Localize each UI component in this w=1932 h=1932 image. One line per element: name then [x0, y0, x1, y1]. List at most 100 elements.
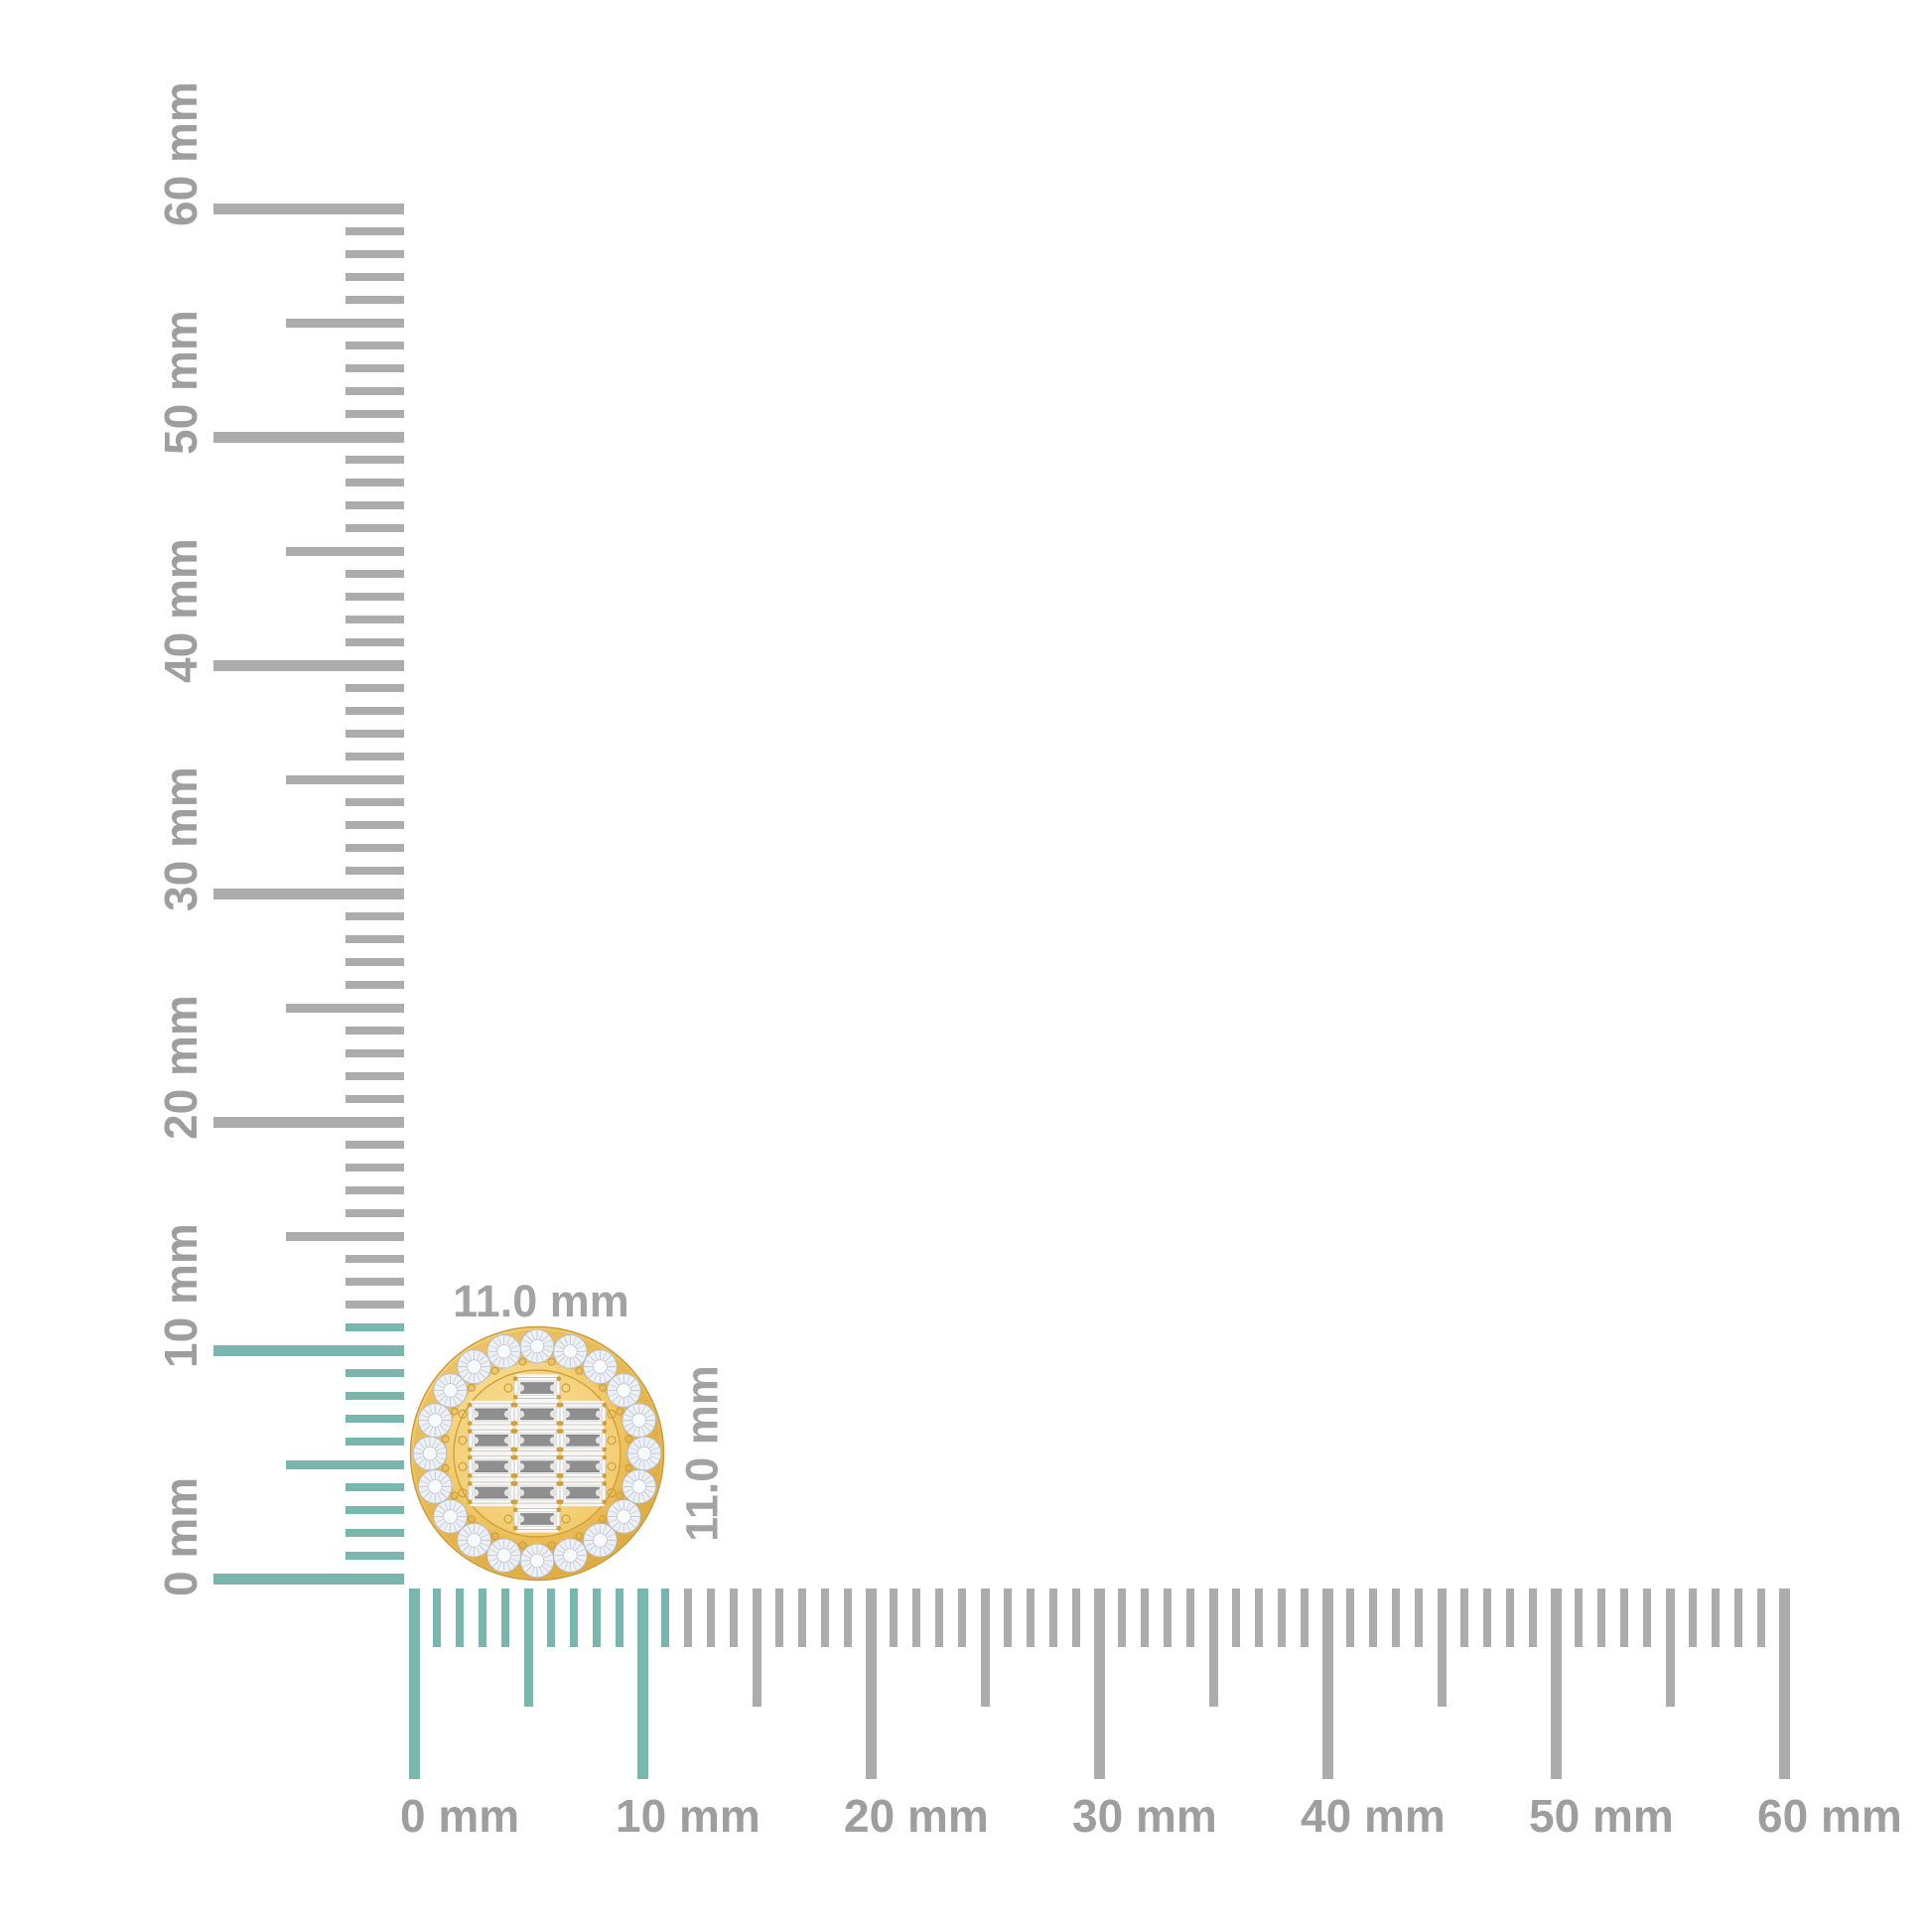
vruler-tick-40mm	[213, 659, 404, 671]
hruler-tick-4mm	[501, 1588, 509, 1647]
vruler-tick-28mm	[345, 935, 404, 943]
hruler-tick-8mm	[593, 1588, 601, 1647]
vruler-tick-17mm	[345, 1186, 404, 1194]
hruler-tick-37mm	[1255, 1588, 1263, 1647]
hruler-tick-11mm	[661, 1588, 669, 1647]
hruler-tick-3mm	[479, 1588, 486, 1647]
vruler-tick-20mm	[213, 1116, 404, 1128]
vruler-tick-56mm	[345, 296, 404, 304]
hruler-tick-39mm	[1301, 1588, 1309, 1647]
vruler-tick-5mm	[286, 1459, 404, 1469]
hruler-tick-12mm	[684, 1588, 692, 1647]
hruler-label-20mm: 20 mm	[844, 1790, 989, 1842]
vruler-tick-54mm	[345, 342, 404, 349]
vruler-tick-18mm	[345, 1164, 404, 1172]
vruler-tick-48mm	[345, 479, 404, 486]
hruler-tick-17mm	[798, 1588, 806, 1647]
hruler-label-60mm: 60 mm	[1757, 1790, 1902, 1842]
hruler-tick-20mm	[865, 1588, 877, 1779]
vruler-tick-30mm	[213, 888, 404, 899]
hruler-tick-34mm	[1186, 1588, 1194, 1647]
vruler-tick-44mm	[345, 570, 404, 578]
vruler-tick-32mm	[345, 844, 404, 852]
vruler-tick-42mm	[345, 616, 404, 623]
vruler-tick-43mm	[345, 593, 404, 601]
hruler-tick-1mm	[433, 1588, 441, 1647]
vruler-label-20mm: 20 mm	[155, 995, 207, 1140]
hruler-label-0mm: 0 mm	[400, 1790, 520, 1842]
vruler-tick-21mm	[345, 1095, 404, 1103]
hruler-tick-35mm	[1208, 1588, 1218, 1707]
hruler-tick-24mm	[958, 1588, 966, 1647]
vruler-tick-6mm	[345, 1438, 404, 1446]
hruler-tick-10mm	[636, 1588, 648, 1779]
hruler-tick-5mm	[523, 1588, 533, 1707]
vruler-tick-2mm	[345, 1529, 404, 1537]
earring-image	[409, 1325, 665, 1582]
hruler-label-10mm: 10 mm	[616, 1790, 760, 1842]
vruler-tick-14mm	[345, 1255, 404, 1263]
hruler-tick-60mm	[1778, 1588, 1790, 1779]
vruler-tick-34mm	[345, 798, 404, 806]
hruler-tick-45mm	[1437, 1588, 1447, 1707]
hruler-tick-7mm	[570, 1588, 578, 1647]
hruler-label-50mm: 50 mm	[1529, 1790, 1674, 1842]
vruler-label-30mm: 30 mm	[155, 766, 207, 911]
vruler-tick-52mm	[345, 387, 404, 395]
hruler-tick-9mm	[616, 1588, 623, 1647]
hruler-tick-26mm	[1004, 1588, 1012, 1647]
vruler-tick-8mm	[345, 1392, 404, 1400]
hruler-tick-25mm	[980, 1588, 990, 1707]
vruler-tick-47mm	[345, 501, 404, 509]
hruler-tick-46mm	[1460, 1588, 1468, 1647]
hruler-tick-0mm	[408, 1588, 420, 1779]
vruler-tick-9mm	[345, 1369, 404, 1377]
vruler-tick-3mm	[345, 1506, 404, 1514]
hruler-tick-14mm	[730, 1588, 738, 1647]
hruler-tick-15mm	[752, 1588, 761, 1707]
hruler-tick-51mm	[1575, 1588, 1583, 1647]
hruler-label-40mm: 40 mm	[1301, 1790, 1446, 1842]
vruler-tick-0mm	[213, 1573, 404, 1585]
vruler-tick-35mm	[286, 774, 404, 784]
vruler-label-60mm: 60 mm	[155, 81, 207, 226]
vruler-label-0mm: 0 mm	[155, 1476, 207, 1596]
hruler-tick-48mm	[1506, 1588, 1514, 1647]
hruler-tick-13mm	[707, 1588, 715, 1647]
hruler-tick-43mm	[1392, 1588, 1400, 1647]
width-dimension-label: 11.0 mm	[453, 1276, 629, 1326]
vruler-tick-51mm	[345, 410, 404, 418]
hruler-tick-32mm	[1141, 1588, 1149, 1647]
hruler-tick-57mm	[1712, 1588, 1720, 1647]
hruler-tick-38mm	[1278, 1588, 1286, 1647]
vruler-tick-26mm	[345, 981, 404, 989]
vruler-tick-33mm	[345, 821, 404, 829]
hruler-tick-28mm	[1049, 1588, 1057, 1647]
hruler-tick-19mm	[844, 1588, 852, 1647]
hruler-tick-21mm	[890, 1588, 897, 1647]
hruler-tick-18mm	[821, 1588, 829, 1647]
vruler-tick-25mm	[286, 1003, 404, 1013]
vruler-tick-38mm	[345, 707, 404, 715]
hruler-tick-59mm	[1757, 1588, 1765, 1647]
hruler-tick-27mm	[1027, 1588, 1035, 1647]
hruler-tick-16mm	[775, 1588, 783, 1647]
vruler-tick-15mm	[286, 1231, 404, 1241]
vruler-label-40mm: 40 mm	[155, 538, 207, 683]
hruler-tick-53mm	[1620, 1588, 1628, 1647]
hruler-tick-40mm	[1321, 1588, 1333, 1779]
vruler-tick-13mm	[345, 1278, 404, 1286]
vruler-tick-37mm	[345, 730, 404, 738]
vruler-tick-23mm	[345, 1049, 404, 1057]
vruler-tick-12mm	[345, 1301, 404, 1309]
vruler-tick-22mm	[345, 1072, 404, 1080]
vruler-tick-36mm	[345, 753, 404, 760]
hruler-tick-58mm	[1734, 1588, 1742, 1647]
vruler-tick-59mm	[345, 227, 404, 235]
vruler-tick-16mm	[345, 1209, 404, 1217]
vruler-label-50mm: 50 mm	[155, 310, 207, 455]
vruler-tick-46mm	[345, 524, 404, 532]
vruler-tick-49mm	[345, 456, 404, 464]
hruler-tick-52mm	[1597, 1588, 1605, 1647]
